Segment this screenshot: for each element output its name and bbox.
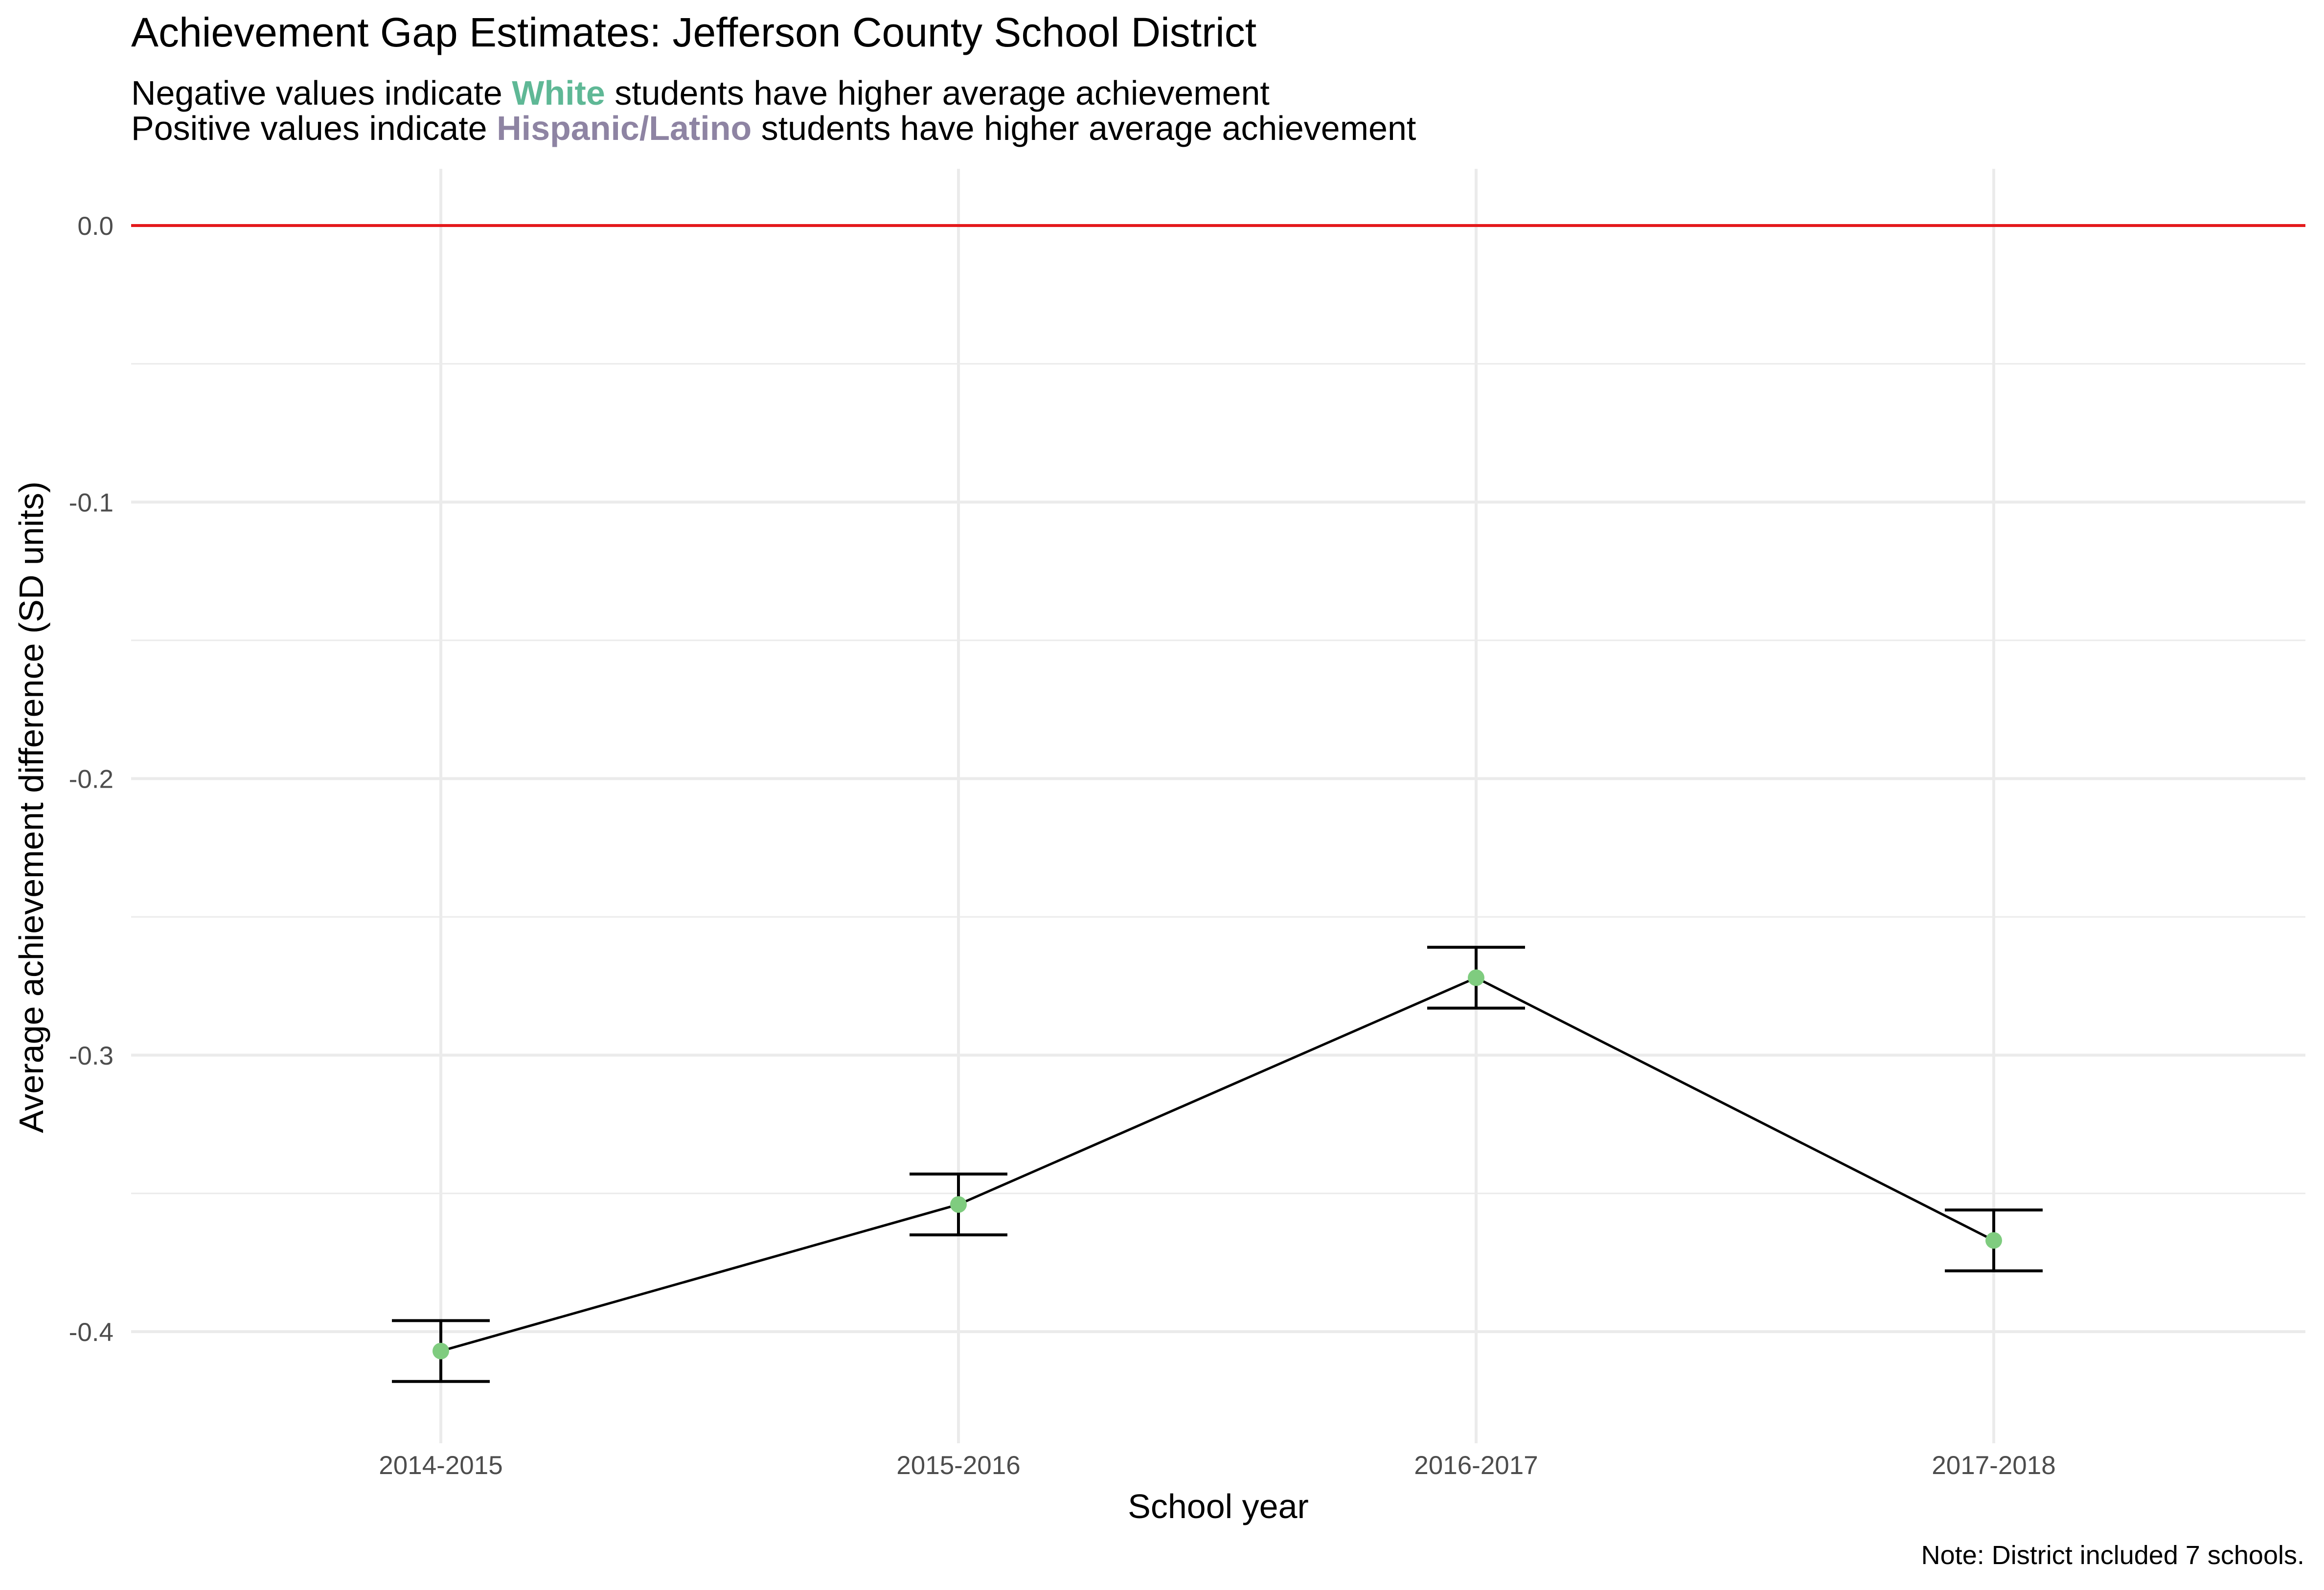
subtitle-1-prefix: Negative values indicate [131,74,512,112]
grid-layer [131,169,2305,1443]
subtitle-2-suffix: students have higher average achievement [752,109,1416,147]
subtitle-1-suffix: students have higher average achievement [605,74,1270,112]
subtitle-hispanic-highlight: Hispanic/Latino [497,109,752,147]
data-point [1985,1232,2002,1249]
subtitle-line-1: Negative values indicate White students … [131,73,1270,113]
data-point [950,1196,967,1213]
x-tick-label: 2014-2015 [379,1451,502,1480]
y-tick-label: 0.0 [77,212,114,241]
x-tick-label: 2015-2016 [896,1451,1020,1480]
series-line [440,976,1995,1352]
y-axis-title: Average achievement difference (SD units… [12,481,50,1133]
chart-title: Achievement Gap Estimates: Jefferson Cou… [131,9,1257,55]
y-tick-label: -0.3 [69,1042,114,1070]
line-layer [440,976,1995,1352]
y-tick-label: -0.1 [69,488,114,517]
y-tick-label: -0.2 [69,765,114,794]
subtitle-white-highlight: White [512,74,605,112]
x-axis-title: School year [1128,1487,1309,1525]
point-layer [433,969,2002,1360]
subtitle-2-prefix: Positive values indicate [131,109,497,147]
x-tick-label: 2016-2017 [1414,1451,1538,1480]
data-point [1468,969,1484,986]
y-tick-label: -0.4 [69,1318,114,1347]
x-tick-label: 2017-2018 [1932,1451,2055,1480]
errorbar-layer [392,946,2043,1383]
chart-caption: Note: District included 7 schools. [1921,1541,2304,1570]
subtitle-line-2: Positive values indicate Hispanic/Latino… [131,109,1416,148]
data-point [433,1342,449,1360]
tick-label-layer: 0.0 -0.1 -0.2 -0.3 -0.4 2014-2015 2015-2016 201… [69,212,2056,1480]
